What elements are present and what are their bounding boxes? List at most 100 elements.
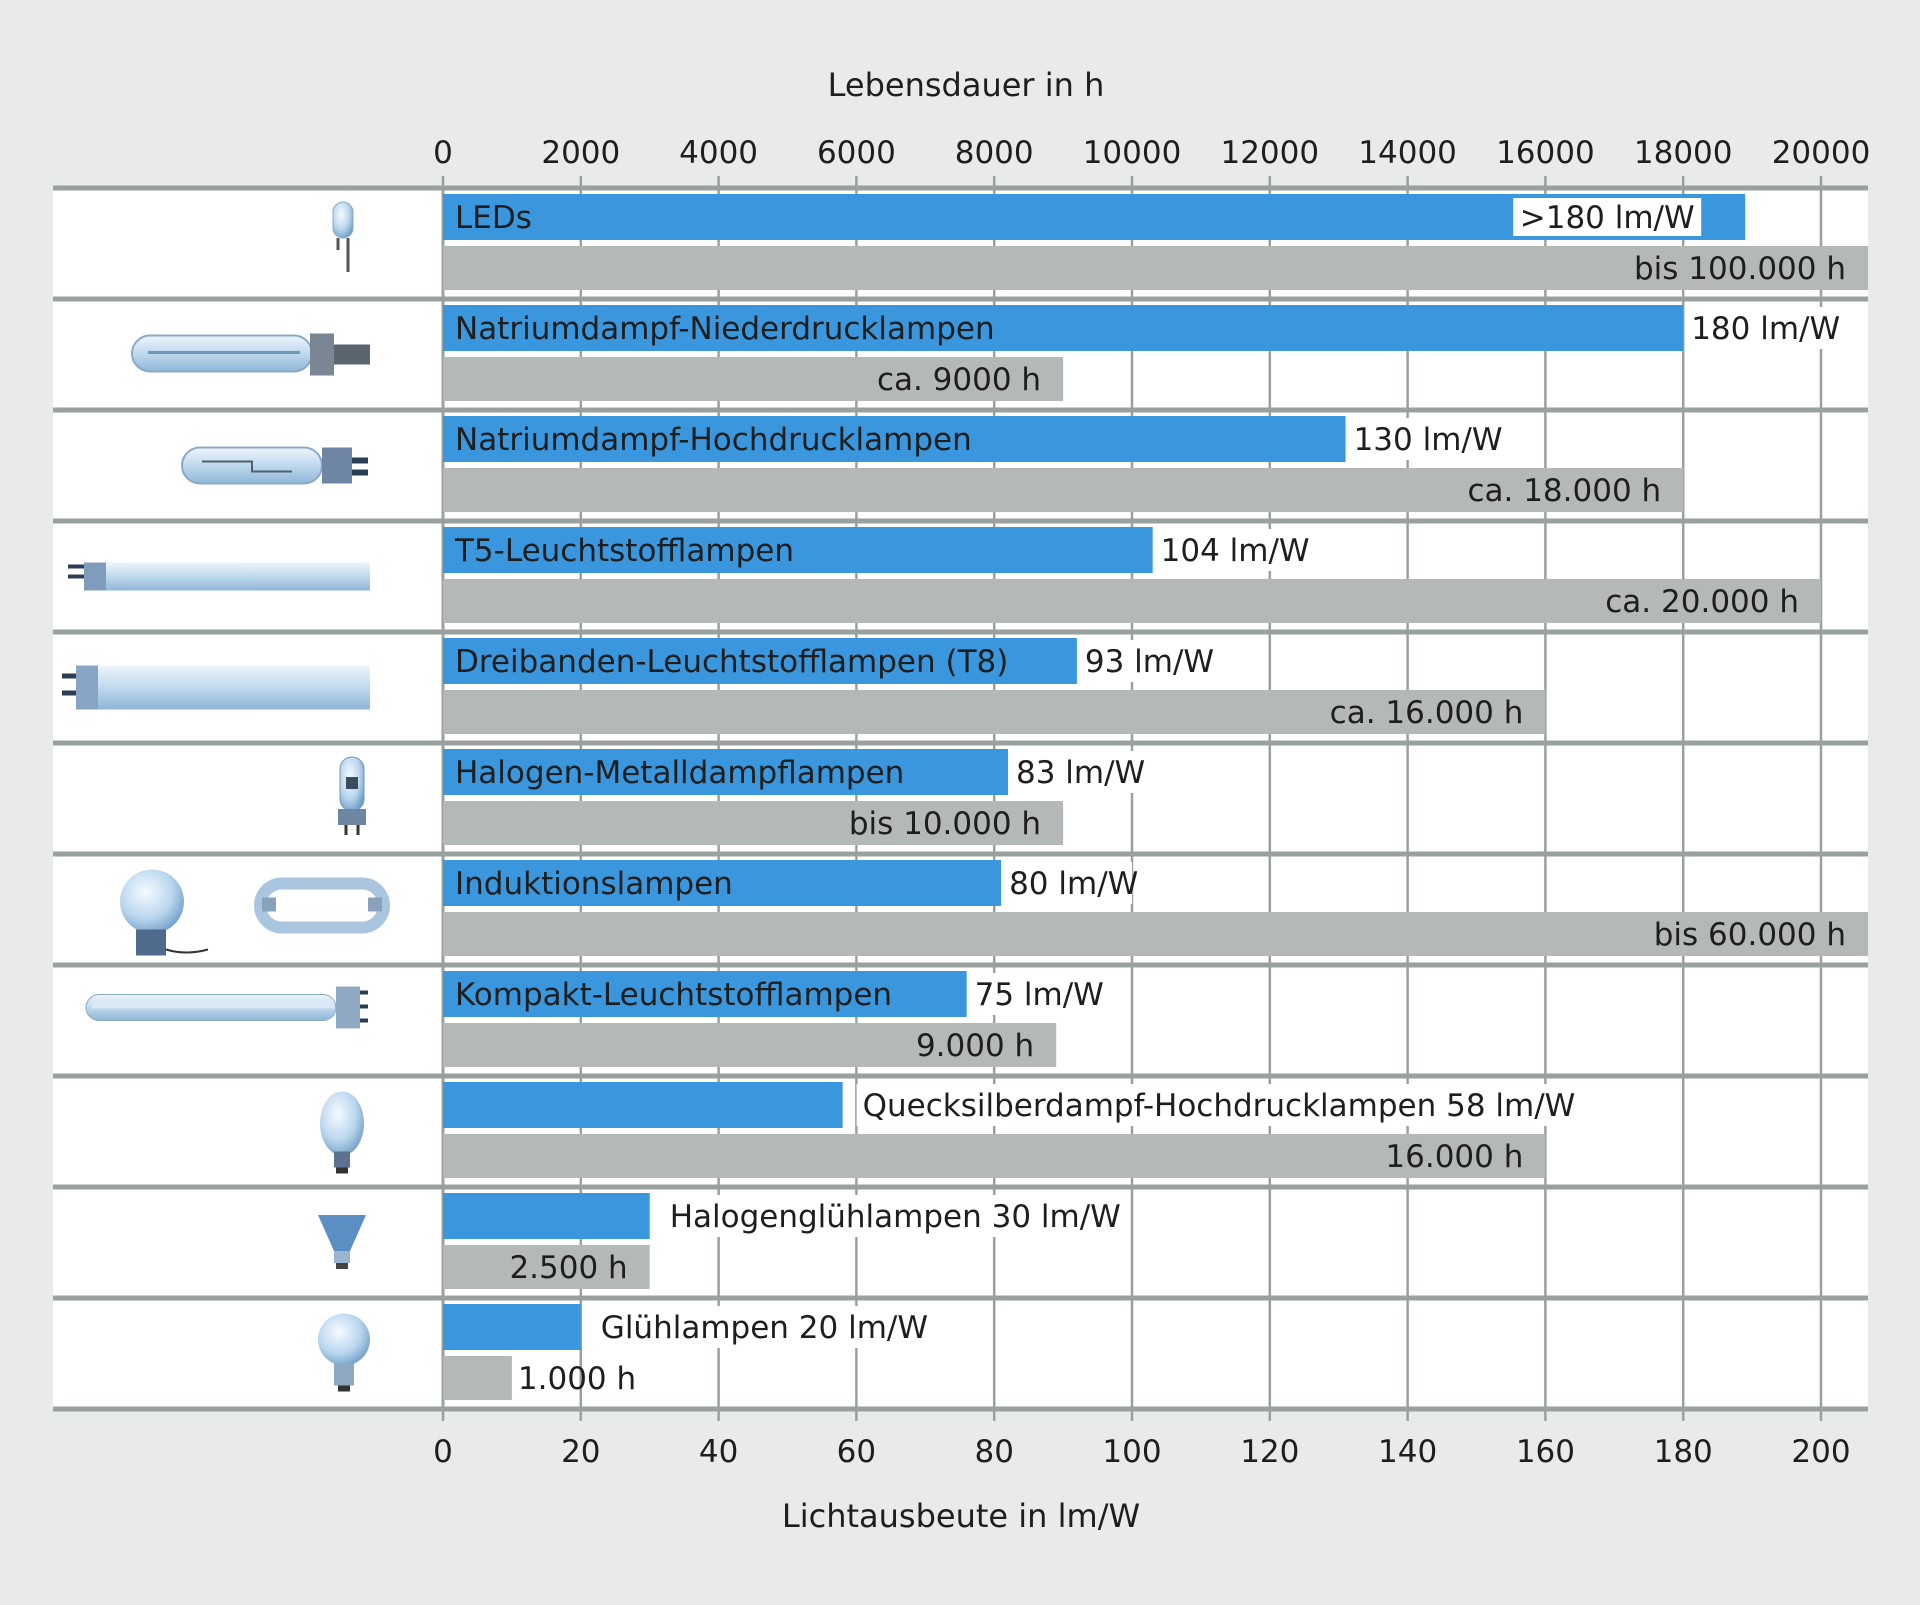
lifetime-bar <box>443 468 1684 512</box>
bottom-tick-label: 0 <box>433 1434 453 1470</box>
lifetime-label: 1.000 h <box>518 1361 636 1397</box>
icon-panel <box>53 1187 443 1298</box>
efficacy-label: 180 lm/W <box>1691 311 1840 347</box>
efficacy-label-bg <box>1080 640 1208 682</box>
lifetime-bar <box>443 579 1821 623</box>
efficacy-bar <box>443 749 1008 795</box>
lamp-name-label: Kompakt-Leuchtstofflampen <box>455 977 892 1013</box>
lifetime-bar <box>443 912 1868 956</box>
efficacy-label: 93 lm/W <box>1085 644 1214 680</box>
induction-lamp-icon <box>120 869 390 956</box>
lamp-name-label: Halogen-Metalldampflampen <box>455 755 904 791</box>
lifetime-label: 2.500 h <box>509 1250 627 1286</box>
efficacy-label: 75 lm/W <box>975 977 1104 1013</box>
lifetime-bar <box>443 690 1546 734</box>
row-separator <box>53 407 1868 413</box>
lifetime-label: ca. 20.000 h <box>1605 584 1799 620</box>
efficacy-bar <box>443 971 967 1017</box>
bottom-axis-ticks: 0 20 40 60 80 100 120 140 160 180 200 <box>433 1409 1851 1470</box>
lamp-name-label: T5-Leuchtstofflampen <box>454 533 794 569</box>
row-separator <box>53 1406 1868 1412</box>
efficacy-bar <box>443 416 1346 462</box>
lifetime-label: bis 60.000 h <box>1654 917 1846 953</box>
bottom-tick-label: 20 <box>561 1434 600 1470</box>
lamp-name-bg <box>594 1306 918 1348</box>
lamp-name-label: Induktionslampen <box>455 866 733 902</box>
bottom-tick-label: 180 <box>1654 1434 1713 1470</box>
row-separator <box>53 962 1868 968</box>
efficacy-label-bg <box>1005 862 1133 904</box>
lamp-name-label: Dreibanden-Leuchtstofflampen (T8) <box>455 644 1008 680</box>
top-tick-label: 0 <box>433 135 453 171</box>
efficacy-label: 104 lm/W <box>1161 533 1310 569</box>
lifetime-label: 16.000 h <box>1385 1139 1523 1175</box>
row-separator <box>53 185 1868 191</box>
lifetime-bar <box>443 1134 1546 1178</box>
lamp-name-label: Halogenglühlampen 30 lm/W <box>670 1199 1121 1235</box>
halogen-reflector-lamp-icon <box>318 1215 366 1269</box>
efficacy-bar <box>443 1082 843 1128</box>
top-axis-ticks: 0 2000 4000 6000 8000 10000 12000 14000 16000 180… <box>433 135 1870 188</box>
lifetime-label: ca. 16.000 h <box>1330 695 1524 731</box>
lamp-name-bg <box>663 1195 1109 1237</box>
efficacy-label: >180 lm/W <box>1520 200 1695 236</box>
bottom-tick-label: 200 <box>1791 1434 1850 1470</box>
incandescent-bulb-icon <box>318 1313 370 1392</box>
compact-fluorescent-lamp-icon <box>85 986 368 1029</box>
lamp-name-bg <box>856 1084 1563 1126</box>
row-separator <box>53 1184 1868 1190</box>
efficacy-bar <box>443 860 1002 906</box>
row-separator <box>53 1295 1868 1301</box>
efficacy-bar <box>443 305 1684 351</box>
plot-panel <box>443 1187 1868 1298</box>
row-separator <box>53 1073 1868 1079</box>
lifetime-bar <box>443 246 1868 290</box>
lamp-name-label: Quecksilberdampf-Hochdrucklampen 58 lm/W <box>863 1088 1576 1124</box>
top-tick-label: 20000 <box>1772 135 1871 171</box>
efficacy-bar <box>443 527 1153 573</box>
icon-panel <box>53 188 443 299</box>
row-separator <box>53 296 1868 302</box>
efficacy-bar <box>443 1193 650 1239</box>
bottom-tick-label: 100 <box>1102 1434 1161 1470</box>
lifetime-bar <box>443 1356 512 1400</box>
bottom-tick-label: 140 <box>1378 1434 1437 1470</box>
top-tick-label: 12000 <box>1220 135 1319 171</box>
row-separator <box>53 518 1868 524</box>
efficacy-label-box <box>1513 198 1702 236</box>
row-separator <box>53 629 1868 635</box>
bottom-tick-label: 60 <box>837 1434 876 1470</box>
efficacy-label: 130 lm/W <box>1354 422 1503 458</box>
lamp-name-label: LEDs <box>455 200 532 236</box>
row-separators <box>53 185 1868 1412</box>
led-icon <box>332 201 354 272</box>
sodium-low-pressure-lamp-icon <box>131 333 370 376</box>
lifetime-bar <box>443 357 1064 401</box>
row-separator <box>53 851 1868 857</box>
lifetime-label: 9.000 h <box>916 1028 1034 1064</box>
efficacy-label-bg <box>1349 418 1494 460</box>
icon-panel <box>53 1298 443 1409</box>
t8-tube-icon <box>62 665 370 710</box>
bottom-tick-label: 160 <box>1516 1434 1575 1470</box>
metal-halide-lamp-icon <box>338 756 366 835</box>
mercury-vapor-lamp-icon <box>320 1091 364 1174</box>
efficacy-bar <box>443 638 1077 684</box>
bottom-tick-label: 120 <box>1240 1434 1299 1470</box>
bottom-tick-label: 40 <box>699 1434 738 1470</box>
top-tick-label: 6000 <box>817 135 896 171</box>
top-tick-label: 10000 <box>1083 135 1182 171</box>
efficacy-label: 83 lm/W <box>1016 755 1145 791</box>
lifetime-bar <box>443 1023 1057 1067</box>
lamp-name-label: Glühlampen 20 lm/W <box>601 1310 928 1346</box>
top-tick-label: 18000 <box>1634 135 1733 171</box>
top-tick-label: 14000 <box>1358 135 1457 171</box>
icon-panel <box>53 1076 443 1187</box>
top-axis-title: Lebensdauer in h <box>828 66 1105 104</box>
top-tick-label: 2000 <box>541 135 620 171</box>
lifetime-label: ca. 18.000 h <box>1467 473 1661 509</box>
top-tick-label: 4000 <box>679 135 758 171</box>
efficacy-label-bg <box>1011 751 1139 793</box>
bars <box>443 194 1868 1400</box>
